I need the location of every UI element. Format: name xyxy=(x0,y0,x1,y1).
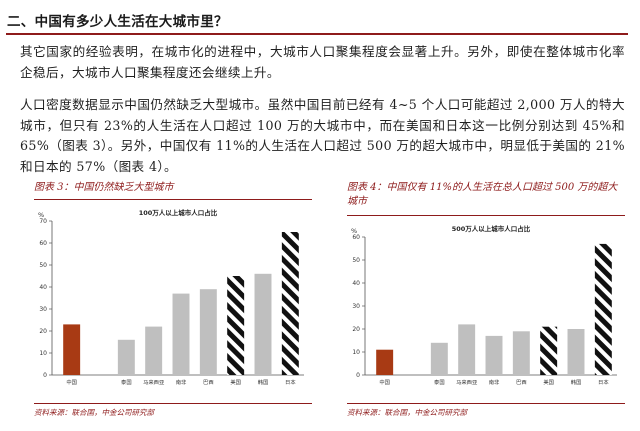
bar xyxy=(458,324,476,375)
y-tick-label: 50 xyxy=(352,257,360,264)
y-tick-label: 30 xyxy=(39,306,47,313)
x-tick-label: 巴西 xyxy=(516,379,527,386)
y-tick-label: 50 xyxy=(39,262,47,269)
bar xyxy=(567,329,585,375)
y-tick-label: 60 xyxy=(39,240,47,247)
figure-3: 图表 3：中国仍然缺乏大型城市 100万人以上城市人口占比% 0 10 20 30 40 5… xyxy=(34,181,312,423)
figure-4: 图表 4：中国仅有 11%的人生活在总人口超过 500 万的超大城市 500万人… xyxy=(347,181,625,423)
y-axis-unit-label: % xyxy=(38,211,44,219)
x-tick-label: 美国 xyxy=(230,378,241,386)
bar xyxy=(430,342,448,375)
figure-3-chart: 100万人以上城市人口占比% 0 10 20 30 40 50 60 70 中国 泰国 马来西亚 南非 巴… xyxy=(38,208,304,386)
figure-3-top-rule xyxy=(34,199,312,200)
x-tick-label: 日本 xyxy=(285,378,296,386)
x-tick-label: 中国 xyxy=(379,378,390,386)
figure-4-bottom-rule xyxy=(347,403,625,404)
x-tick-label: 泰国 xyxy=(121,378,132,386)
bar xyxy=(512,331,530,375)
figure-3-source: 资料来源：联合国，中金公司研究部 xyxy=(34,408,154,417)
y-tick-label: 30 xyxy=(352,303,360,310)
paragraph-2: 人口密度数据显示中国仍然缺乏大型城市。虽然中国目前已经有 4~5 个人口可能超过… xyxy=(20,97,625,174)
x-tick-label: 南非 xyxy=(489,378,500,386)
bar xyxy=(117,339,135,375)
bar xyxy=(281,232,299,375)
bar xyxy=(145,326,163,375)
figure-4-top-rule xyxy=(347,215,625,216)
figure-3-caption: 图表 3：中国仍然缺乏大型城市 xyxy=(34,182,174,193)
y-tick-label: 0 xyxy=(356,372,360,379)
bar xyxy=(254,273,272,375)
figure-4-caption: 图表 4：中国仅有 11%的人生活在总人口超过 500 万的超大城市 xyxy=(347,182,618,207)
section-divider xyxy=(6,33,628,35)
x-tick-label: 美国 xyxy=(543,378,554,386)
x-tick-label: 巴西 xyxy=(203,379,214,386)
x-tick-label: 南非 xyxy=(176,378,187,386)
bar xyxy=(63,324,81,375)
y-tick-label: 40 xyxy=(352,280,360,287)
figure-3-bottom-rule xyxy=(34,403,312,404)
paragraph-1: 其它国家的经验表明，在城市化的进程中，大城市人口聚集程度会显著上升。另外，即使在… xyxy=(20,44,625,80)
x-tick-label: 韩国 xyxy=(258,378,269,386)
figure-4-source: 资料来源：联合国，中金公司研究部 xyxy=(347,408,467,417)
y-tick-label: 60 xyxy=(352,234,360,241)
bar xyxy=(485,335,503,375)
x-tick-label: 马来西亚 xyxy=(143,378,165,386)
bar xyxy=(199,289,217,375)
bar xyxy=(227,276,245,375)
bar xyxy=(172,293,190,375)
y-tick-label: 20 xyxy=(39,328,47,335)
x-tick-label: 日本 xyxy=(598,378,609,386)
y-tick-label: 10 xyxy=(39,350,47,357)
y-tick-label: 20 xyxy=(352,326,360,333)
chart-title: 500万人以上城市人口占比 xyxy=(452,224,531,233)
y-tick-label: 40 xyxy=(39,284,47,291)
figure-4-chart: 500万人以上城市人口占比% 0 10 20 30 40 50 60 中国 泰国 马来西亚 南非 巴西 美… xyxy=(351,224,617,386)
chart-title: 100万人以上城市人口占比 xyxy=(139,208,218,217)
x-tick-label: 中国 xyxy=(66,378,77,386)
bar xyxy=(594,243,612,375)
bar xyxy=(540,326,558,375)
y-tick-label: 70 xyxy=(39,218,47,225)
bar xyxy=(376,349,394,375)
y-tick-label: 10 xyxy=(352,349,360,356)
x-tick-label: 泰国 xyxy=(434,378,445,386)
y-tick-label: 0 xyxy=(43,372,47,379)
x-tick-label: 马来西亚 xyxy=(456,378,478,386)
section-heading: 二、中国有多少人生活在大城市里？ xyxy=(7,14,228,30)
x-tick-label: 韩国 xyxy=(571,378,582,386)
y-axis-unit-label: % xyxy=(351,227,357,235)
